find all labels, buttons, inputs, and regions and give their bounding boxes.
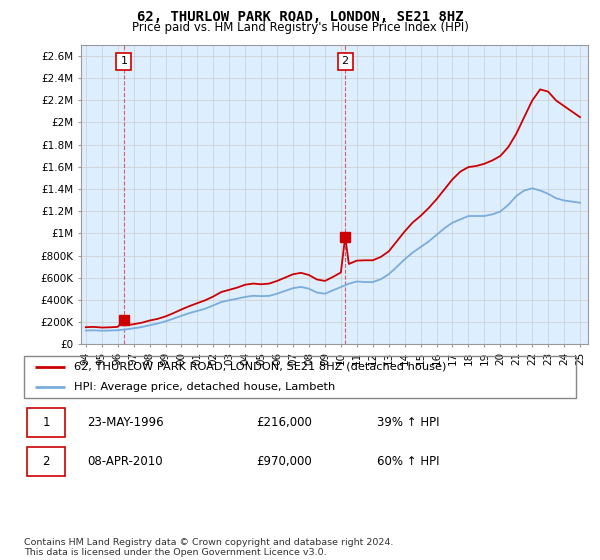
Text: 60% ↑ HPI: 60% ↑ HPI (377, 455, 440, 468)
Bar (27, 447, 65, 476)
Text: 2: 2 (341, 57, 349, 67)
Text: 39% ↑ HPI: 39% ↑ HPI (377, 416, 440, 429)
Text: 23-MAY-1996: 23-MAY-1996 (88, 416, 164, 429)
Text: 08-APR-2010: 08-APR-2010 (88, 455, 163, 468)
Text: Price paid vs. HM Land Registry's House Price Index (HPI): Price paid vs. HM Land Registry's House … (131, 21, 469, 34)
Text: 1: 1 (43, 416, 50, 429)
Text: 62, THURLOW PARK ROAD, LONDON, SE21 8HZ: 62, THURLOW PARK ROAD, LONDON, SE21 8HZ (137, 10, 463, 24)
Bar (27, 408, 65, 437)
Text: HPI: Average price, detached house, Lambeth: HPI: Average price, detached house, Lamb… (74, 382, 335, 392)
Text: 2: 2 (43, 455, 50, 468)
Text: 62, THURLOW PARK ROAD, LONDON, SE21 8HZ (detached house): 62, THURLOW PARK ROAD, LONDON, SE21 8HZ … (74, 362, 446, 372)
Text: Contains HM Land Registry data © Crown copyright and database right 2024.
This d: Contains HM Land Registry data © Crown c… (24, 538, 394, 557)
Text: £216,000: £216,000 (256, 416, 312, 429)
Text: 1: 1 (121, 57, 127, 67)
Text: £970,000: £970,000 (256, 455, 311, 468)
